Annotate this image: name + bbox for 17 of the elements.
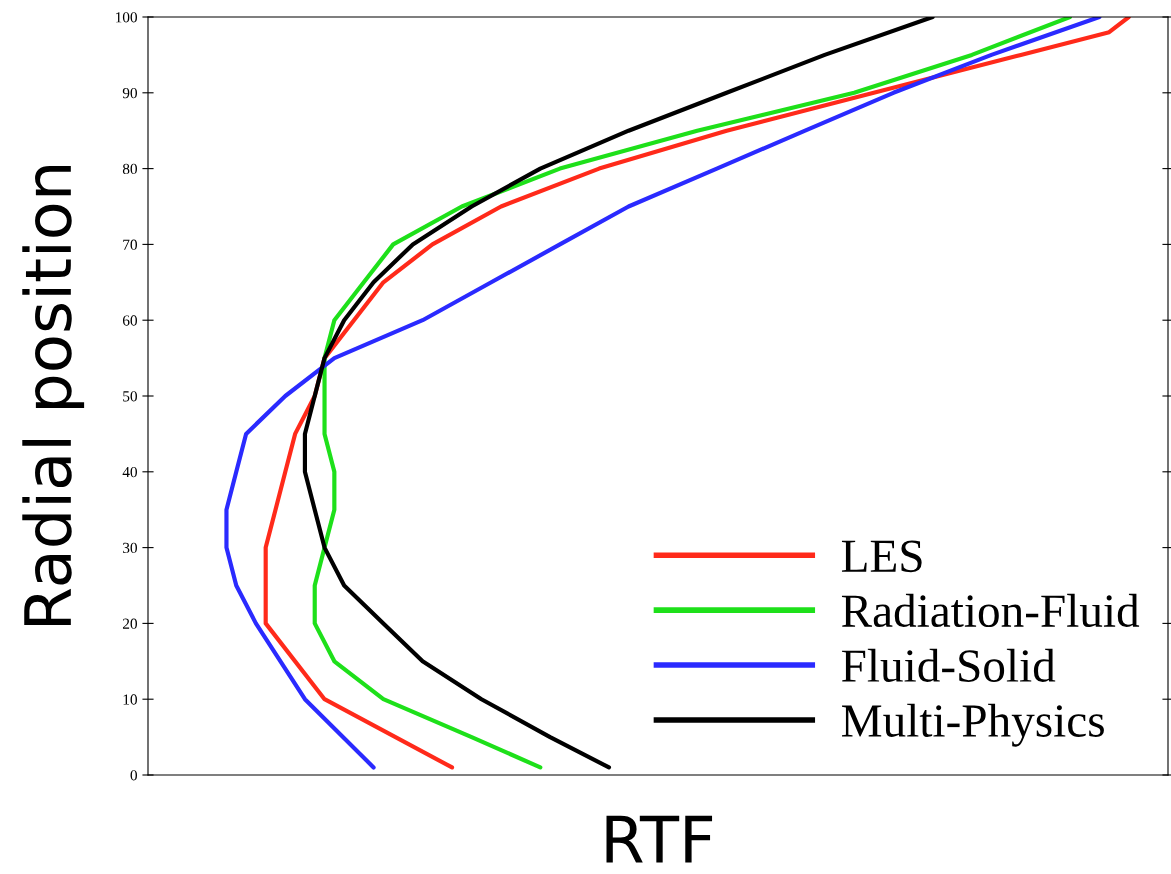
legend-label: LES: [841, 540, 922, 573]
y-tick-label: 80: [122, 163, 137, 175]
y-tick-label: 10: [123, 694, 137, 705]
y-tick-label: 0: [130, 770, 137, 781]
y-tick-label: 90: [122, 87, 137, 99]
y-tick-label: 60: [122, 315, 137, 326]
y-tick-label: 100: [116, 12, 137, 23]
legend-label: Radiation-Fluid: [841, 593, 1140, 628]
legend-label: Fluid-Solid: [841, 648, 1056, 683]
y-tick-label: 70: [123, 239, 137, 250]
y-axis-title: Radial position: [22, 166, 85, 626]
y-tick-label: 30: [123, 542, 137, 554]
x-axis-title: RTF: [606, 815, 713, 863]
y-tick-label: 50: [123, 391, 137, 402]
legend-label: Multi-Physics: [841, 703, 1104, 747]
y-tick-label: 20: [122, 618, 137, 629]
y-tick-label: 40: [122, 466, 137, 478]
